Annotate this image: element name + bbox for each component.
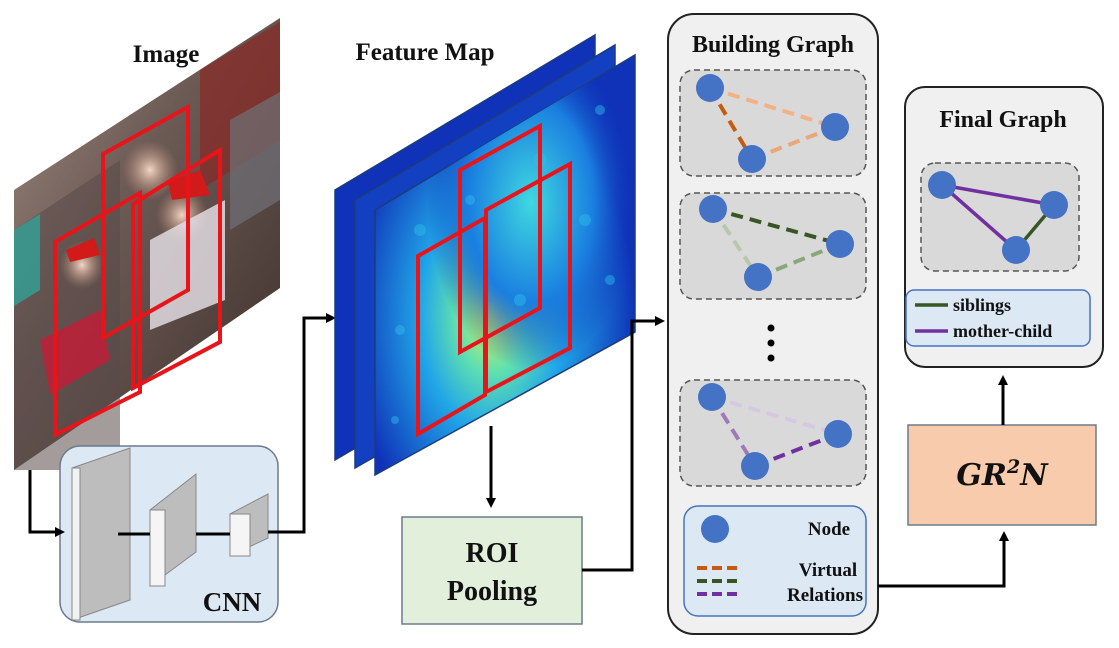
node	[826, 230, 854, 258]
roi-line2: Pooling	[447, 576, 537, 607]
candidate-graph-1	[679, 69, 867, 177]
featuremap-title: Feature Map	[355, 39, 494, 66]
feature-box-3	[416, 214, 487, 438]
grn-label: GR2N	[956, 456, 1049, 493]
node	[738, 145, 766, 173]
node	[821, 113, 849, 141]
roi-pooling-box	[401, 516, 583, 625]
final-graph	[920, 162, 1080, 272]
grn-sup: 2	[1006, 456, 1020, 478]
legend-mother-child-label: mother-child	[953, 321, 1052, 341]
grn-base: GR	[956, 458, 1007, 493]
photo-bounding-boxes	[53, 103, 222, 439]
feature-box-1	[458, 122, 542, 356]
arrow-roi-to-building-graph	[582, 316, 665, 572]
ellipsis	[767, 324, 775, 362]
candidate-graph-2	[679, 192, 867, 300]
grn-tail: N	[1019, 458, 1049, 493]
legend-siblings-label: siblings	[953, 295, 1011, 315]
legend-virtual-label: Virtual	[799, 560, 857, 581]
node	[741, 452, 769, 480]
grn-box	[907, 424, 1097, 526]
image-title: Image	[133, 41, 200, 68]
final-graph-legend	[905, 289, 1091, 347]
node	[744, 263, 772, 291]
node	[698, 383, 726, 411]
arrow-building-graph-to-grn	[878, 531, 1009, 588]
input-photo	[14, 18, 280, 470]
node	[824, 420, 852, 448]
final-graph-title: Final Graph	[939, 107, 1066, 133]
cnn-block	[59, 445, 279, 623]
photo-box-girl-left	[53, 189, 142, 439]
node	[699, 195, 727, 223]
candidate-graph-3	[679, 379, 867, 487]
legend-relations-label: Relations	[787, 585, 863, 606]
feature-bounding-boxes	[416, 122, 572, 438]
building-graph-title: Building Graph	[692, 32, 854, 58]
photo-box-mother	[101, 103, 190, 342]
arrow-image-to-cnn	[28, 470, 65, 537]
photo-box-girl-right	[131, 146, 222, 392]
node	[696, 74, 724, 102]
node	[1002, 236, 1030, 264]
node	[1040, 191, 1068, 219]
node	[928, 171, 956, 199]
roi-line1: ROI	[466, 538, 519, 569]
cnn-label: CNN	[203, 587, 262, 617]
legend-node-label: Node	[808, 519, 850, 540]
arrow-cnn-to-featuremap	[268, 313, 336, 534]
legend-node-icon	[701, 515, 729, 543]
building-graph-legend	[683, 505, 867, 617]
